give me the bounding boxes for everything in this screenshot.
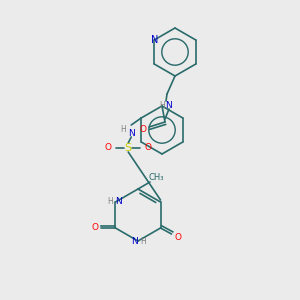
Text: O: O — [174, 233, 181, 242]
Text: O: O — [105, 143, 112, 152]
Text: H: H — [108, 197, 113, 206]
Text: O: O — [140, 124, 146, 134]
Text: S: S — [125, 143, 132, 153]
Text: N: N — [151, 35, 158, 45]
Text: N: N — [132, 236, 138, 245]
Text: H: H — [159, 101, 165, 110]
Text: N: N — [128, 128, 135, 137]
Text: H: H — [120, 125, 126, 134]
Text: H: H — [140, 236, 146, 245]
Text: O: O — [92, 224, 99, 232]
Text: CH₃: CH₃ — [148, 172, 164, 182]
Text: N: N — [166, 101, 172, 110]
Text: O: O — [145, 143, 152, 152]
Text: N: N — [115, 197, 122, 206]
